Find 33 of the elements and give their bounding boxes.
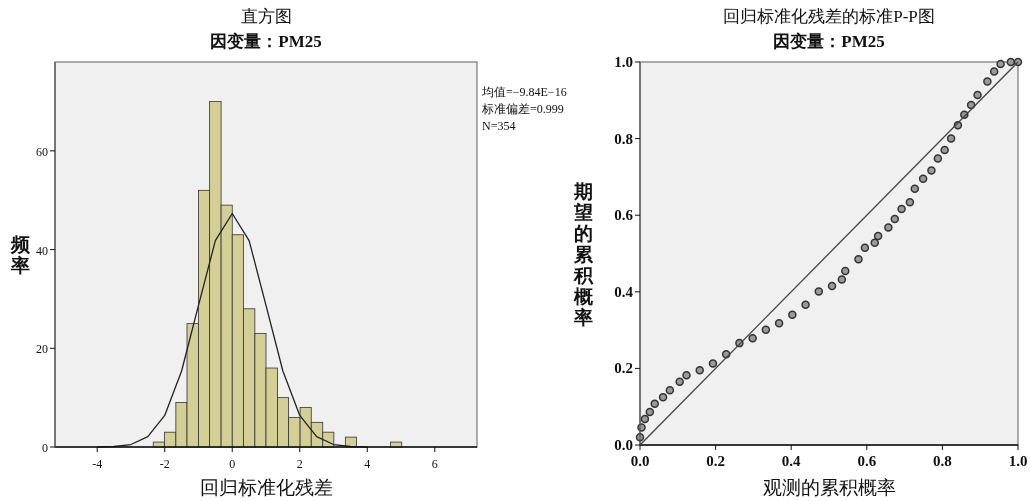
y-tick-label: 0.8: [614, 130, 633, 147]
text: 均值=−9.84E−16: [481, 85, 567, 99]
x-tick-label: -2: [159, 457, 170, 471]
y-tick-label: 20: [36, 342, 48, 357]
y-axis-title: 频率: [9, 234, 31, 276]
chart-title: 回归标准化残差的标准P-P图: [723, 7, 935, 26]
x-axis-title: 观测的累积概率: [762, 477, 896, 498]
x-tick-label: 0: [229, 457, 236, 471]
x-tick-label: 0.8: [933, 453, 952, 469]
chart-title: 直方图: [240, 7, 292, 26]
y-tick-label: 0: [42, 441, 48, 455]
y-tick-label: 60: [36, 144, 48, 159]
x-tick-label: 2: [296, 457, 303, 471]
x-tick-label: -4: [92, 457, 103, 471]
y-axis-title: 期望的累积概率: [572, 180, 594, 328]
x-tick-label: 4: [364, 457, 371, 471]
y-tick-label: 0.0: [614, 437, 633, 453]
chart-subtitle: 因变量：PM25: [773, 32, 885, 51]
text: 标准偏差=0.999: [481, 102, 564, 116]
x-tick-label: 0.6: [857, 453, 877, 469]
x-axis-title: 回归标准化残差: [199, 477, 333, 498]
text: N=354: [482, 119, 516, 133]
y-tick-label: 40: [36, 243, 48, 258]
y-tick-label: 0.6: [614, 207, 634, 224]
x-tick-label: 1.0: [1008, 453, 1028, 469]
y-tick-label: 0.4: [614, 283, 634, 300]
chart-subtitle: 因变量：PM25: [210, 32, 322, 51]
y-tick-label: 0.2: [614, 360, 633, 377]
x-tick-label: 6: [431, 457, 438, 471]
x-tick-label: 0.4: [781, 453, 802, 469]
x-tick-label: 0.0: [630, 453, 650, 469]
x-tick-label: 0.2: [706, 453, 725, 469]
y-tick-label: 1.0: [614, 54, 633, 70]
